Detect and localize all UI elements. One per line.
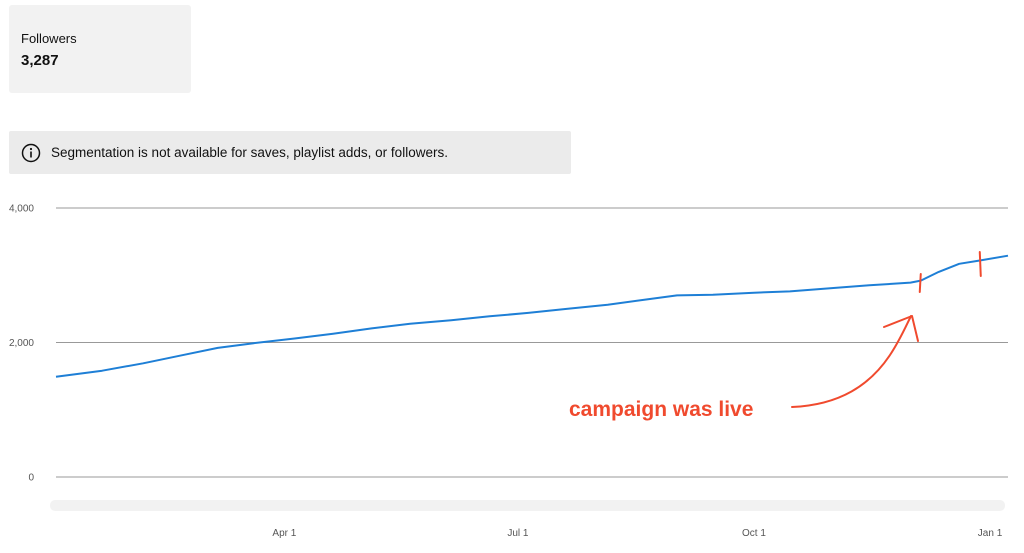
- x-tick-label: Oct 1: [742, 528, 766, 539]
- followers-card: Followers 3,287: [9, 5, 191, 93]
- y-tick-label: 4,000: [9, 204, 34, 215]
- campaign-start-marker: [918, 273, 922, 293]
- segmentation-notice: Segmentation is not available for saves,…: [9, 131, 571, 174]
- chart-scrollbar[interactable]: [50, 500, 1005, 511]
- y-tick-label: 2,000: [9, 338, 34, 349]
- campaign-annotation: campaign was live: [569, 251, 982, 421]
- followers-series-line: [55, 254, 1009, 378]
- followers-label: Followers: [21, 31, 77, 46]
- x-axis-ticks: Apr 1 Jul 1 Oct 1 Jan 1: [272, 528, 1002, 539]
- x-tick-label: Apr 1: [272, 528, 296, 539]
- annotation-arrowhead: [883, 315, 919, 342]
- y-tick-label: 0: [28, 473, 34, 484]
- annotation-arrow: [791, 315, 912, 408]
- grid-lines: [56, 207, 1008, 478]
- x-tick-label: Jul 1: [507, 528, 529, 539]
- campaign-end-marker: [978, 251, 982, 277]
- notice-text: Segmentation is not available for saves,…: [51, 145, 448, 160]
- y-axis-ticks: 0 2,000 4,000: [9, 204, 34, 484]
- followers-count: 3,287: [21, 52, 59, 69]
- info-icon: [21, 143, 41, 163]
- x-tick-label: Jan 1: [978, 528, 1003, 539]
- annotation-label: campaign was live: [569, 398, 753, 421]
